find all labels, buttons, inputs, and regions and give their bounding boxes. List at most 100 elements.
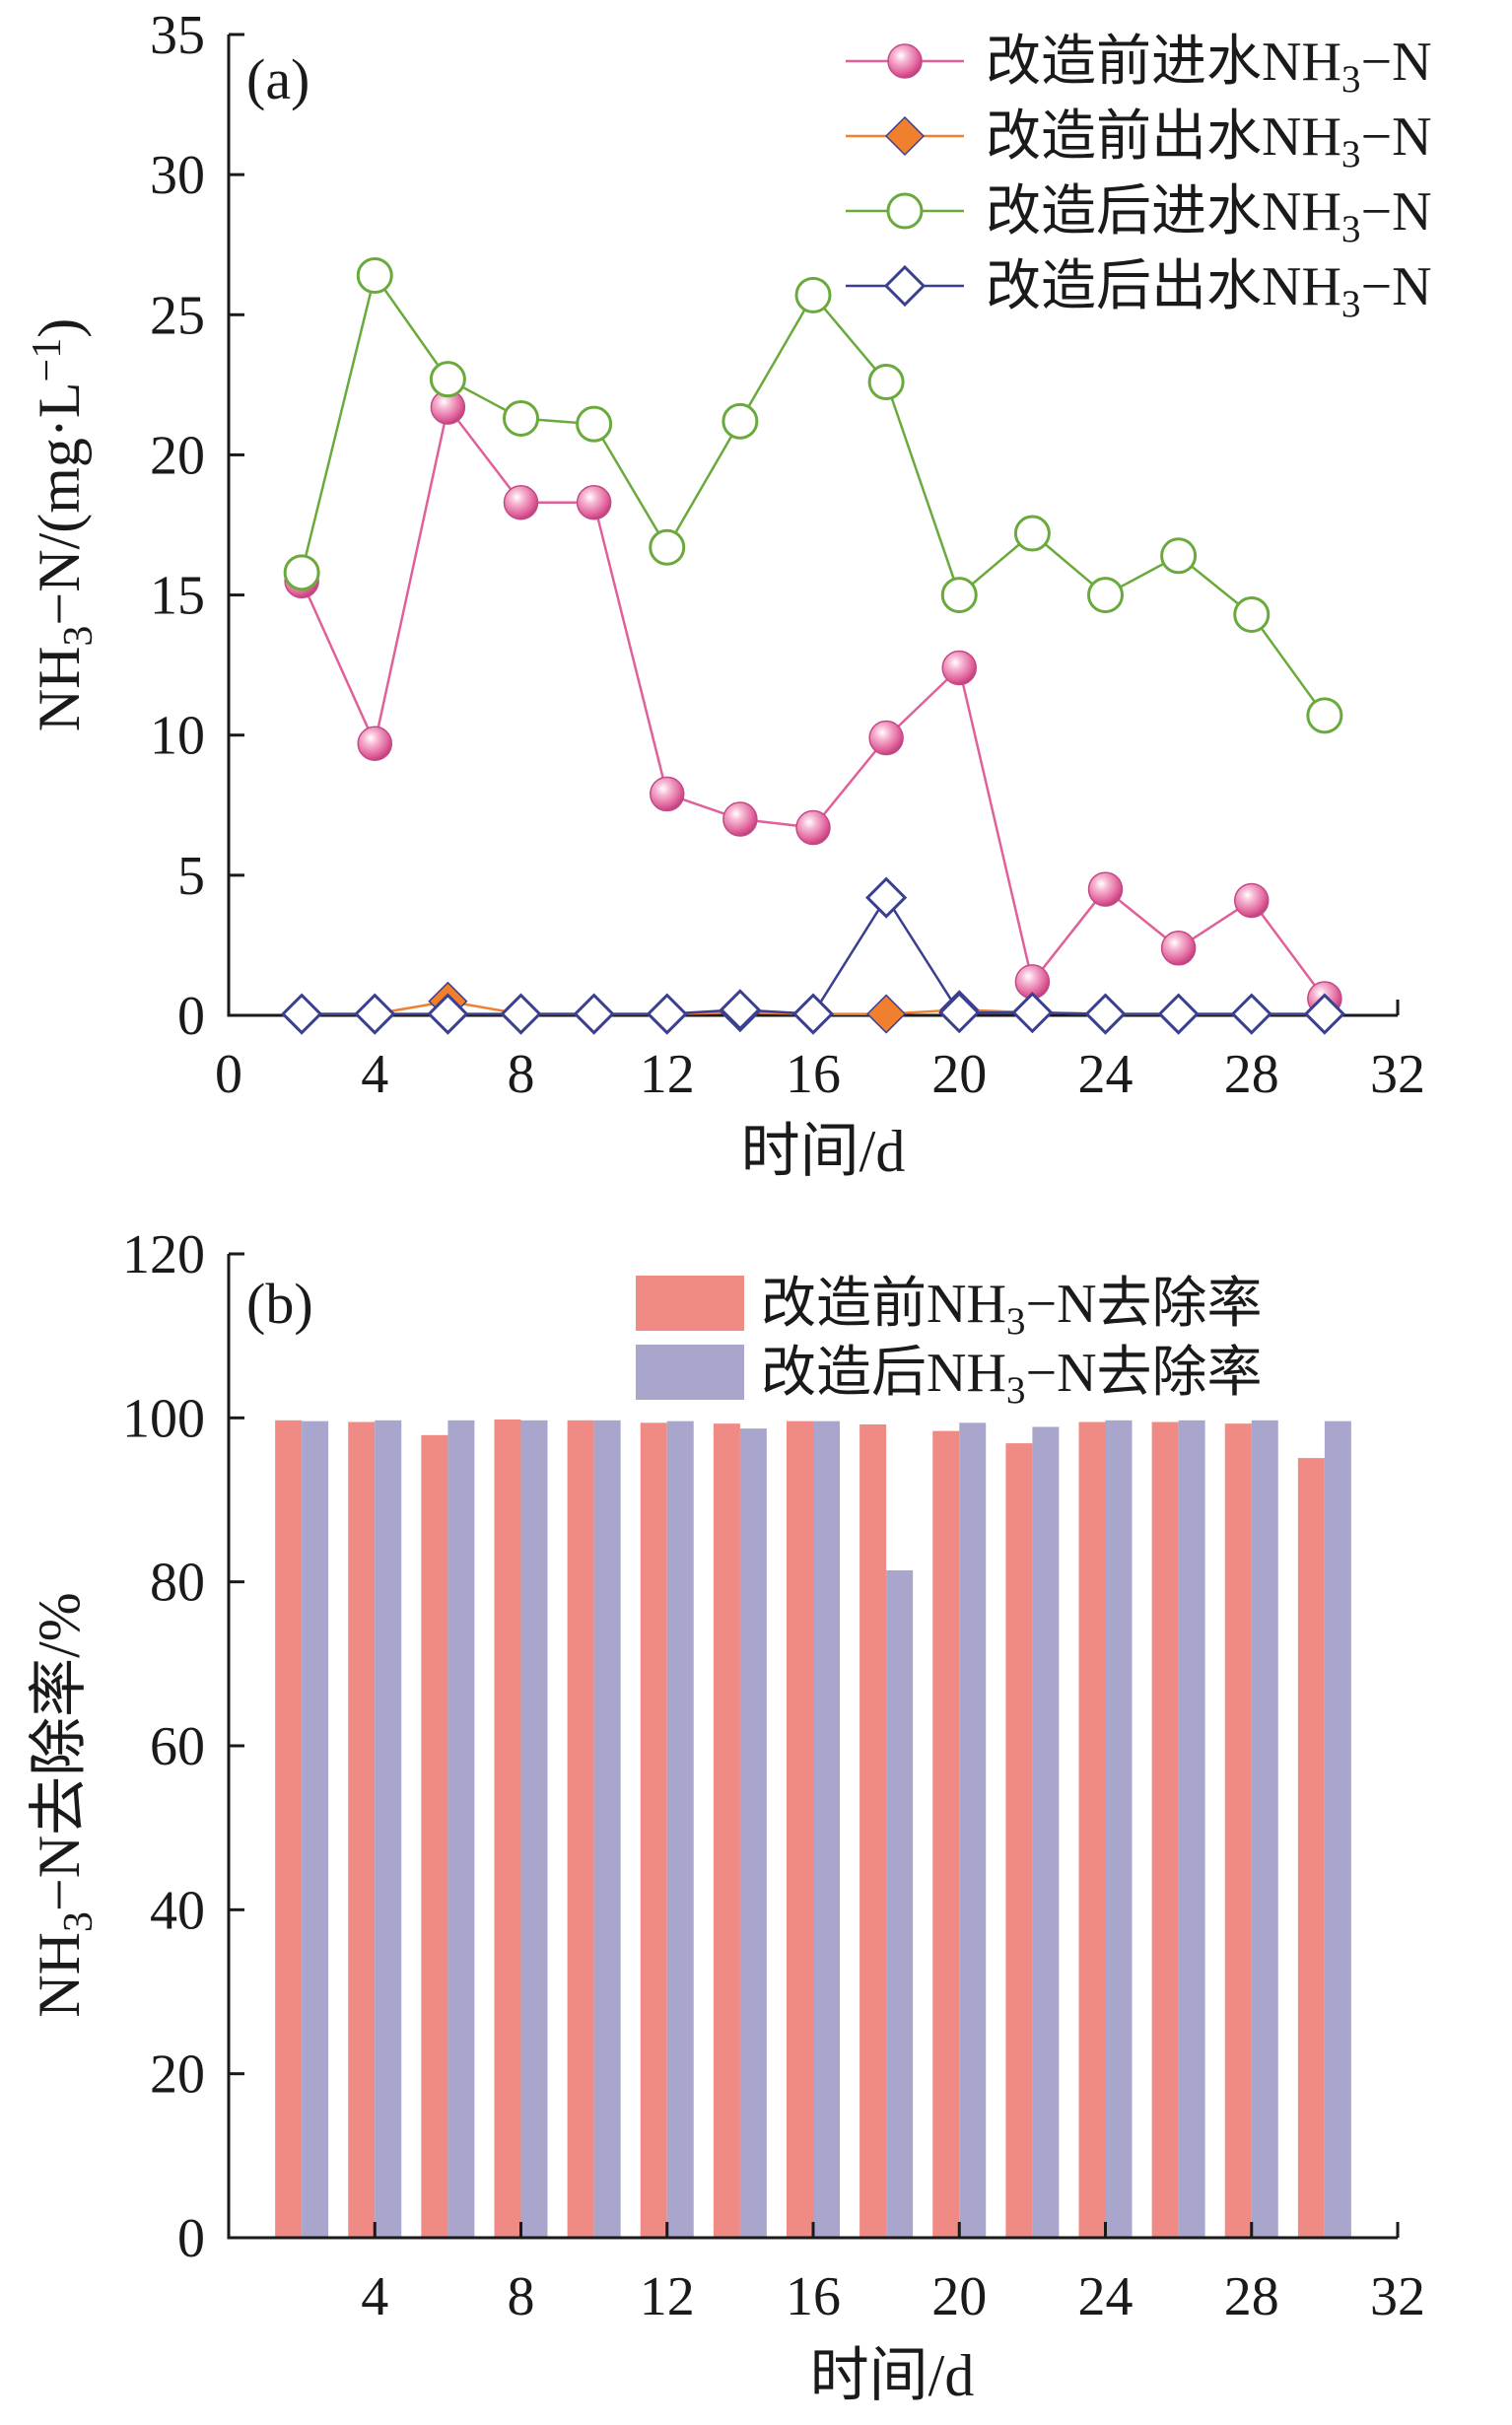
panel-a-x-tick-label: 32 <box>1370 1044 1425 1105</box>
panel-b-bar <box>447 1420 475 2238</box>
legend-label: 改造前NH3−N去除率 <box>761 1274 1263 1343</box>
panel-b-bar <box>1032 1426 1060 2238</box>
panel-a-data-point <box>281 993 323 1035</box>
panel-b-label: (b) <box>246 1272 313 1336</box>
panel-b-bar <box>1078 1421 1106 2238</box>
panel-a-data-point <box>576 485 612 520</box>
panel-a-data-point <box>1011 992 1054 1034</box>
legend-marker <box>887 43 923 79</box>
panel-a-data-point <box>354 993 396 1035</box>
panel-a-y-tick-label: 25 <box>150 285 205 346</box>
panel-a-x-tick-label: 24 <box>1078 1044 1134 1105</box>
panel-b-series-1 <box>302 1420 1351 2238</box>
panel-a-data-point <box>938 992 981 1034</box>
panel-a-data-point <box>650 776 685 812</box>
panel-b-x-tick-label: 24 <box>1078 2266 1134 2327</box>
panel-a-data-point <box>573 993 615 1035</box>
panel-a-series-2 <box>283 256 1343 734</box>
panel-a-series-0 <box>284 389 1342 1016</box>
panel-a-data-point <box>1087 871 1124 907</box>
panel-a-y-tick-label: 15 <box>150 566 205 627</box>
panel-b-y-tick-label: 0 <box>177 2208 205 2269</box>
legend-marker <box>884 115 926 157</box>
panel-a-x-axis-label: 时间/d <box>741 1119 906 1184</box>
panel-a-data-point <box>868 720 904 756</box>
panel-a-x-tick-label: 28 <box>1224 1044 1279 1105</box>
panel-b-bar <box>666 1420 694 2238</box>
panel-a-y-tick-label: 0 <box>177 986 205 1047</box>
panel-b-bar <box>302 1420 329 2238</box>
panel-a-series-line <box>300 404 1326 1000</box>
panel-a-data-point <box>867 364 905 401</box>
panel-a-data-point <box>722 402 759 440</box>
legend-marker <box>883 264 927 308</box>
panel-b-bar <box>713 1423 740 2238</box>
panel-b-bar <box>959 1422 987 2238</box>
panel-a-data-point <box>1306 697 1343 734</box>
panel-b-bar-chart: 0 20 40 60 80 100 120 4 8 12 16 20 24 28 32 时间/d NH3−N去除… <box>27 1224 1425 2408</box>
panel-a-line-chart: 0 5 10 15 20 25 30 35 0 4 8 12 16 20 24 28 32 时间/d NH3−N/(… <box>25 5 1431 1184</box>
legend-label: 改造后出水NH3−N <box>986 256 1432 325</box>
panel-a-x-tick-label: 16 <box>786 1044 841 1105</box>
panel-b-bar <box>640 1422 667 2238</box>
panel-b-x-tick-label: 8 <box>508 2266 535 2327</box>
panel-b-bar <box>348 1421 376 2238</box>
panel-a-y-tick-label: 5 <box>177 846 205 907</box>
legend-swatch <box>636 1345 744 1400</box>
panel-a-x-tick-label: 0 <box>215 1044 242 1105</box>
panel-b-bar <box>1324 1420 1351 2238</box>
panel-a-data-point <box>429 361 466 398</box>
panel-b-y-tick-label: 80 <box>150 1553 205 1614</box>
panel-b-bar <box>859 1423 887 2238</box>
panel-a-data-point <box>865 876 908 919</box>
panel-b-y-tick-label: 120 <box>122 1224 205 1285</box>
panel-b-bar <box>421 1434 448 2238</box>
panel-b-series-0 <box>275 1419 1325 2238</box>
panel-b-bar <box>932 1430 960 2238</box>
panel-b-x-tick-label: 16 <box>786 2266 841 2327</box>
panel-a-data-point <box>646 993 688 1035</box>
panel-b-bar <box>787 1420 813 2238</box>
legend-label: 改造后进水NH3−N <box>986 181 1432 250</box>
panel-b-bar <box>1005 1443 1033 2238</box>
panel-a-data-point <box>357 726 392 761</box>
panel-a-data-point <box>1157 993 1200 1035</box>
panel-a-y-tick-label: 35 <box>150 5 205 66</box>
panel-a-y-tick-label: 20 <box>150 425 205 486</box>
panel-a-data-point <box>941 650 977 686</box>
panel-a-data-point <box>795 809 831 846</box>
panel-b-bar <box>593 1420 621 2238</box>
panel-a-data-point <box>722 801 758 837</box>
panel-b-bar <box>1105 1420 1133 2238</box>
panel-b-bar <box>1178 1420 1205 2238</box>
panel-a-y-tick-label: 30 <box>150 145 205 206</box>
panel-a-data-point <box>794 276 832 313</box>
panel-a-series-line <box>300 272 1326 717</box>
panel-b-y-tick-label: 40 <box>150 1880 205 1941</box>
panel-a-data-point <box>1234 882 1270 919</box>
panel-b-bar <box>1224 1423 1252 2238</box>
panel-a-data-point <box>1160 931 1197 966</box>
panel-a-data-point <box>1084 993 1127 1035</box>
panel-a-x-tick-label: 12 <box>640 1044 695 1105</box>
panel-b-y-tick-label: 60 <box>150 1716 205 1777</box>
panel-b-x-axis-label: 时间/d <box>810 2343 975 2408</box>
panel-a-data-point <box>1233 595 1271 633</box>
panel-a-x-tick-label: 20 <box>931 1044 987 1105</box>
panel-b-bar <box>494 1419 521 2238</box>
panel-a-data-point <box>576 405 613 443</box>
panel-b-x-tick-label: 28 <box>1224 2266 1279 2327</box>
panel-b-x-tick-label: 20 <box>931 2266 987 2327</box>
legend-label: 改造前出水NH3−N <box>986 106 1432 175</box>
panel-b-bar <box>275 1420 303 2238</box>
panel-b-bar <box>375 1420 402 2238</box>
panel-a-label: (a) <box>246 47 309 111</box>
panel-b-bar <box>567 1420 594 2238</box>
panel-b-y-tick-label: 100 <box>122 1388 205 1449</box>
panel-b-x-tick-label: 12 <box>640 2266 695 2327</box>
panel-a-x-tick-label: 4 <box>361 1044 388 1105</box>
panel-b-bar <box>739 1428 767 2238</box>
